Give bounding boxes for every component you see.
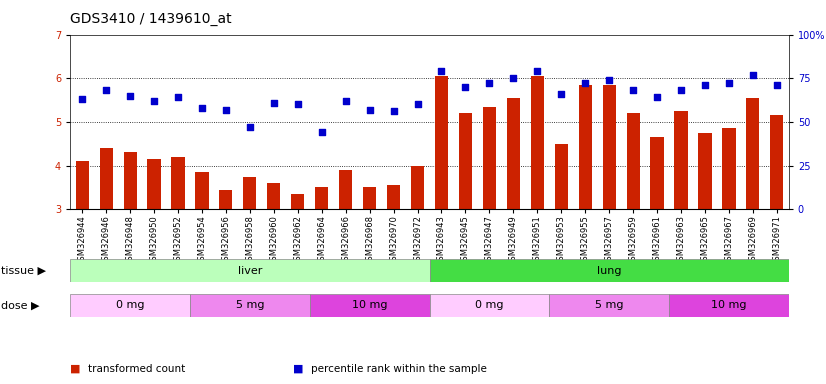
Bar — [699, 133, 711, 209]
Bar — [669, 294, 789, 317]
Point — [746, 72, 759, 78]
Text: 5 mg: 5 mg — [235, 300, 264, 310]
Bar — [100, 148, 112, 209]
Bar — [675, 111, 687, 209]
Text: ■: ■ — [293, 364, 307, 374]
Text: transformed count: transformed count — [88, 364, 186, 374]
Point — [172, 94, 185, 101]
Text: lung: lung — [597, 266, 621, 276]
Point — [148, 98, 161, 104]
Text: ■: ■ — [70, 364, 84, 374]
Bar — [339, 170, 352, 209]
Text: 10 mg: 10 mg — [352, 300, 387, 310]
Bar — [531, 76, 544, 209]
Bar — [435, 76, 448, 209]
Bar — [196, 172, 208, 209]
Bar — [651, 137, 663, 209]
Bar — [627, 113, 639, 209]
Bar — [579, 85, 591, 209]
Bar — [483, 107, 496, 209]
Point — [674, 88, 687, 94]
Point — [363, 107, 377, 113]
Text: 0 mg: 0 mg — [475, 300, 504, 310]
Bar — [459, 113, 472, 209]
Bar — [603, 85, 615, 209]
Point — [195, 105, 208, 111]
Point — [244, 124, 257, 130]
Bar — [310, 294, 430, 317]
Bar — [549, 294, 669, 317]
Bar — [507, 98, 520, 209]
Point — [722, 80, 735, 86]
Bar — [411, 166, 424, 209]
Point — [387, 108, 401, 114]
Bar — [292, 194, 304, 209]
Point — [76, 96, 89, 102]
Bar — [76, 161, 88, 209]
Bar — [70, 259, 430, 282]
Point — [292, 101, 305, 108]
Point — [699, 82, 712, 88]
Point — [578, 80, 591, 86]
Bar — [430, 294, 549, 317]
Bar — [268, 183, 280, 209]
Bar — [555, 144, 567, 209]
Bar — [316, 187, 328, 209]
Bar — [148, 159, 160, 209]
Bar — [363, 187, 376, 209]
Bar — [747, 98, 759, 209]
Point — [651, 94, 664, 101]
Point — [770, 82, 783, 88]
Bar — [430, 259, 789, 282]
Point — [316, 129, 329, 136]
Text: dose ▶: dose ▶ — [1, 300, 40, 310]
Bar — [172, 157, 184, 209]
Text: percentile rank within the sample: percentile rank within the sample — [311, 364, 487, 374]
Point — [530, 68, 544, 74]
Text: 5 mg: 5 mg — [595, 300, 624, 310]
Point — [124, 93, 137, 99]
Point — [459, 84, 472, 90]
Bar — [723, 129, 735, 209]
Point — [482, 80, 496, 86]
Bar — [124, 152, 136, 209]
Text: 0 mg: 0 mg — [116, 300, 145, 310]
Point — [555, 91, 568, 97]
Bar — [220, 190, 232, 209]
Point — [626, 88, 639, 94]
Text: 10 mg: 10 mg — [711, 300, 747, 310]
Point — [339, 98, 352, 104]
Text: tissue ▶: tissue ▶ — [1, 266, 45, 276]
Bar — [244, 177, 256, 209]
Bar — [771, 115, 783, 209]
Point — [434, 68, 448, 74]
Point — [507, 75, 520, 81]
Bar — [190, 294, 310, 317]
Bar — [70, 294, 190, 317]
Text: liver: liver — [238, 266, 262, 276]
Point — [411, 101, 425, 108]
Bar — [387, 185, 400, 209]
Point — [602, 77, 615, 83]
Point — [100, 88, 113, 94]
Point — [220, 107, 233, 113]
Text: GDS3410 / 1439610_at: GDS3410 / 1439610_at — [70, 12, 232, 25]
Point — [268, 99, 281, 106]
